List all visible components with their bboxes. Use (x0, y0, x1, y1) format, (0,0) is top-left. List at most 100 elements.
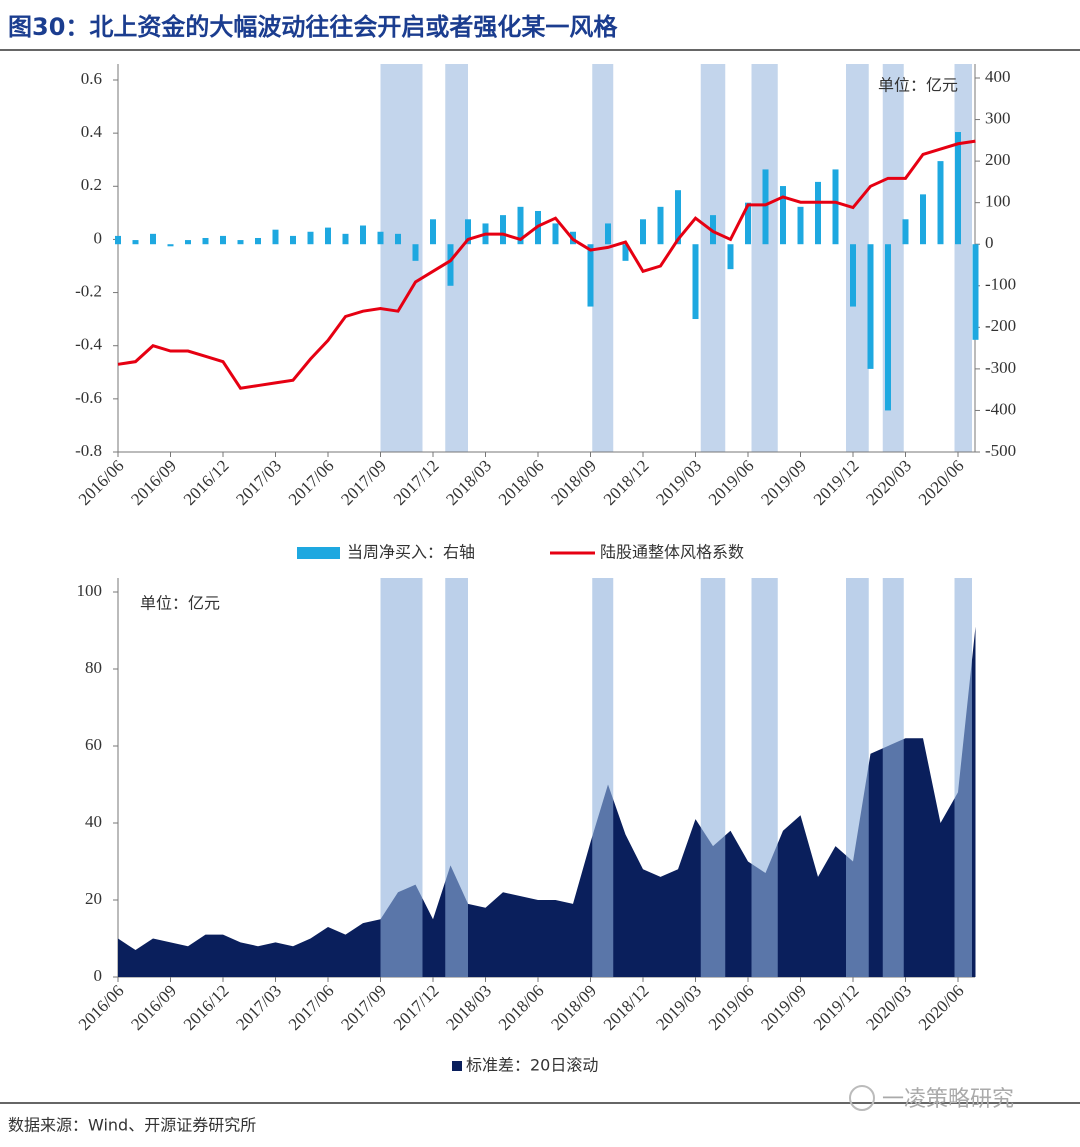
x-tick-label: 2019/03 (652, 456, 705, 509)
x-tick-label: 2020/03 (862, 981, 915, 1034)
bar (622, 244, 629, 261)
bar (307, 231, 314, 245)
bar (360, 225, 366, 245)
bar (377, 231, 384, 245)
x-tick-label: 2018/09 (547, 456, 600, 509)
source: 数据来源：Wind、开源证券研究所 (8, 1116, 256, 1135)
y2-tick-label: 400 (985, 67, 1011, 86)
highlight-band (445, 578, 468, 977)
bar (815, 181, 821, 245)
y-tick-label: 60 (85, 735, 102, 754)
x-tick-label: 2018/09 (547, 981, 600, 1034)
bar (517, 206, 524, 245)
x-tick-label: 2019/12 (810, 981, 863, 1034)
y-tick-label: 80 (85, 658, 102, 677)
bar (762, 169, 769, 245)
y-tick-label: -0.8 (75, 441, 102, 460)
bar (850, 244, 856, 307)
x-tick-label: 2016/09 (127, 456, 180, 509)
legend-label: 当周净买入：右轴 (347, 543, 475, 562)
x-tick-label: 2019/09 (757, 456, 810, 509)
x-tick-label: 2016/12 (180, 456, 233, 509)
bar (692, 244, 699, 320)
x-tick-label: 2017/03 (232, 981, 285, 1034)
bar (290, 235, 296, 245)
x-tick-label: 2016/12 (180, 981, 233, 1034)
x-tick-label: 2020/06 (915, 456, 968, 509)
highlight-band (592, 578, 614, 977)
highlight-band (751, 578, 778, 977)
x-tick-label: 2018/06 (495, 981, 548, 1034)
y-tick-label: -0.2 (75, 281, 102, 300)
bar (185, 240, 191, 245)
y2-tick-label: -100 (985, 275, 1016, 294)
x-tick-label: 2018/06 (495, 456, 548, 509)
bar (920, 194, 926, 245)
bar (237, 240, 244, 245)
highlight-band (846, 578, 869, 977)
unit-label: 单位：亿元 (140, 594, 220, 613)
highlight-band (380, 578, 423, 977)
y-tick-label: 100 (77, 581, 103, 600)
page-title: 图30：北上资金的大幅波动往往会开启或者强化某一风格 (8, 13, 618, 41)
bar (657, 206, 664, 245)
line (117, 139, 976, 390)
bar (150, 233, 156, 245)
y2-tick-label: 100 (985, 192, 1011, 211)
watermark: 一凌策略研究 (882, 1087, 1014, 1112)
x-tick-label: 2018/12 (600, 981, 653, 1034)
bar (342, 233, 349, 245)
y2-tick-label: -400 (985, 399, 1016, 418)
legend-swatch (452, 1061, 462, 1071)
bar (115, 235, 121, 245)
y-tick-label: 20 (85, 889, 102, 908)
y2-tick-label: 300 (985, 108, 1011, 127)
bar (902, 219, 909, 245)
highlight-band (954, 64, 972, 452)
highlight-band (751, 64, 778, 452)
bar (500, 215, 506, 245)
x-tick-label: 2017/12 (390, 456, 443, 509)
legend-swatch (297, 547, 340, 559)
x-tick-label: 2019/06 (705, 456, 758, 509)
highlight-band (700, 64, 726, 452)
x-tick-label: 2017/12 (390, 981, 443, 1034)
x-tick-label: 2019/12 (810, 456, 863, 509)
x-tick-label: 2018/12 (600, 456, 653, 509)
bar (220, 235, 226, 245)
bar (202, 237, 209, 245)
highlight-band (882, 578, 904, 977)
bar (797, 206, 804, 245)
bar (885, 244, 891, 411)
y2-tick-label: 200 (985, 150, 1011, 169)
y2-tick-label: -200 (985, 316, 1016, 335)
bar (587, 244, 594, 307)
bar (167, 244, 174, 247)
y2-tick-label: -300 (985, 358, 1016, 377)
highlight-band (445, 64, 468, 452)
bar (745, 202, 751, 245)
bar (955, 132, 961, 245)
bar (937, 161, 944, 245)
bar (132, 240, 139, 245)
bar (412, 244, 419, 261)
y-tick-label: 0 (94, 228, 103, 247)
x-tick-label: 2019/09 (757, 981, 810, 1034)
highlight-band (846, 64, 869, 452)
highlight-band (700, 578, 726, 977)
bar (552, 223, 559, 245)
y2-tick-label: 0 (985, 233, 994, 252)
x-tick-label: 2017/03 (232, 456, 285, 509)
x-tick-label: 2017/09 (337, 981, 390, 1034)
bar (325, 227, 331, 245)
x-tick-label: 2018/03 (442, 981, 495, 1034)
unit-label: 单位：亿元 (878, 76, 958, 95)
x-tick-label: 2016/09 (127, 981, 180, 1034)
y-tick-label: 0 (94, 966, 103, 985)
x-tick-label: 2018/03 (442, 456, 495, 509)
y2-tick-label: -500 (985, 441, 1016, 460)
bar (465, 219, 471, 245)
legend-label: 标准差：20日滚动 (466, 1056, 598, 1075)
y-tick-label: 40 (85, 812, 102, 831)
